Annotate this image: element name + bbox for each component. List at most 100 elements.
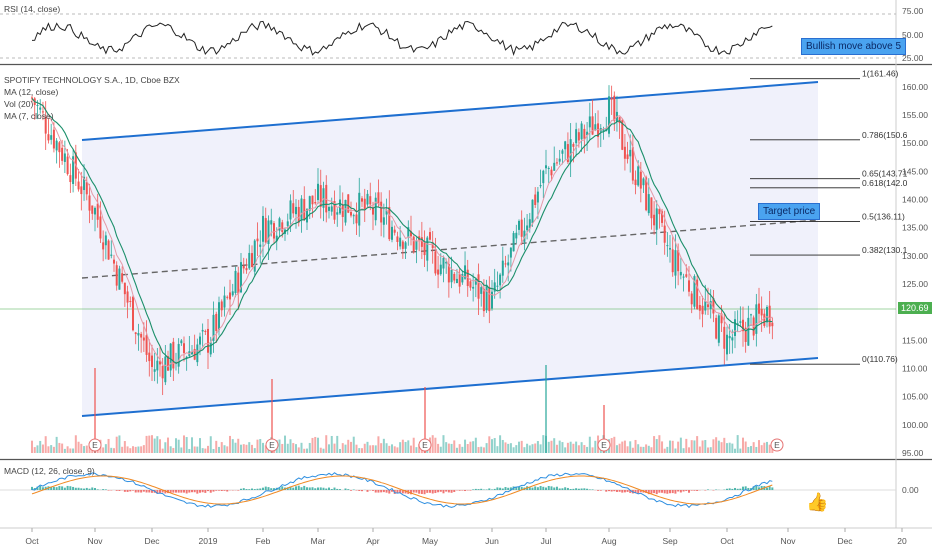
volume-bar xyxy=(188,448,191,453)
macd-hist-bar xyxy=(696,490,699,491)
volume-bar xyxy=(306,448,308,453)
volume-bar xyxy=(482,447,485,453)
channel-upper-line[interactable] xyxy=(81,81,819,141)
macd-hist-bar xyxy=(215,490,218,491)
candle-body xyxy=(431,242,434,249)
volume-bar xyxy=(474,437,477,453)
time-axis[interactable]: Oct Nov Dec 2019 Feb Mar Apr May Jun Jul Aug Sep Oct… xyxy=(25,528,907,546)
macd-hist-bar xyxy=(88,488,91,490)
candle-body xyxy=(755,304,758,334)
macd-hist-bar xyxy=(322,487,325,490)
volume-spike xyxy=(424,387,426,453)
fib-level-label: 0.382(130.1 xyxy=(862,245,908,255)
candle-body xyxy=(720,313,723,324)
candle-body xyxy=(491,291,493,309)
macd-hist-bar xyxy=(685,490,688,491)
candle-body xyxy=(275,235,278,242)
channel-mid-line[interactable] xyxy=(81,219,819,279)
target-price-annotation[interactable]: Target price xyxy=(758,203,821,220)
volume-bar xyxy=(750,446,752,453)
macd-hist-bar xyxy=(374,490,377,493)
volume-bar xyxy=(418,444,421,453)
macd-hist-bar xyxy=(469,490,472,491)
ma12-legend[interactable]: MA (12, close) xyxy=(4,87,59,97)
rsi-tick-25: 25.00 xyxy=(902,53,924,63)
candle-body xyxy=(63,153,66,162)
macd-hist-bar xyxy=(658,490,661,493)
candle-body xyxy=(104,235,107,246)
macd-hist-bar xyxy=(418,490,421,494)
channel-lower-line[interactable] xyxy=(81,357,819,417)
bullish-annotation[interactable]: Bullish move above 5 xyxy=(801,38,907,55)
volume-bar xyxy=(278,439,281,453)
candle-body xyxy=(715,317,718,339)
volume-legend[interactable]: Vol (20) xyxy=(4,99,34,109)
volume-bar xyxy=(204,448,207,453)
macd-hist-bar xyxy=(586,488,589,490)
volume-bar xyxy=(172,447,175,453)
volume-bar xyxy=(126,446,129,453)
earnings-marker[interactable] xyxy=(770,438,784,452)
ma7-legend[interactable]: MA (7, close) xyxy=(4,111,54,121)
macd-hist-bar xyxy=(744,486,747,490)
volume-bar xyxy=(469,441,472,453)
volume-bar xyxy=(399,442,402,453)
candle-body xyxy=(52,129,55,149)
volume-bar xyxy=(720,442,723,453)
macd-tick-0: 0.00 xyxy=(902,485,919,495)
candle-body xyxy=(382,217,385,225)
candle-body xyxy=(461,274,464,283)
volume-bar xyxy=(196,446,199,453)
macd-hist-bar xyxy=(180,490,183,493)
candle-body xyxy=(515,232,518,239)
volume-bar xyxy=(626,446,629,453)
volume-bar xyxy=(145,435,148,453)
candle-body xyxy=(472,286,475,289)
x-tick-label: 2019 xyxy=(199,536,218,546)
macd-hist-bar xyxy=(347,489,350,490)
candle-body xyxy=(88,195,91,211)
volume-bar xyxy=(303,448,306,453)
candle-body xyxy=(350,211,352,216)
macd-hist-bar xyxy=(177,490,180,493)
volume-bar xyxy=(586,446,589,453)
macd-hist-bar xyxy=(156,490,159,494)
candle-body xyxy=(555,162,558,164)
x-tick-label: May xyxy=(422,536,439,546)
earnings-marker[interactable] xyxy=(597,438,611,452)
volume-bar xyxy=(663,448,666,453)
volume-bar xyxy=(363,443,366,453)
earnings-marker[interactable] xyxy=(88,438,102,452)
earnings-marker[interactable] xyxy=(265,438,279,452)
candle-body xyxy=(123,282,126,295)
macd-hist-bar xyxy=(499,487,502,490)
volume-bar xyxy=(267,448,270,453)
candle-body xyxy=(415,240,418,250)
candle-body xyxy=(164,356,167,383)
macd-hist-bar xyxy=(41,487,44,490)
candle-body xyxy=(161,365,164,379)
volume-bar xyxy=(555,444,558,453)
candle-body xyxy=(344,199,347,223)
symbol-legend[interactable]: SPOTIFY TECHNOLOGY S.A., 1D, Cboe BZX xyxy=(4,75,180,85)
macd-hist-bar xyxy=(588,489,591,490)
volume-bar xyxy=(341,443,344,453)
volume-bar xyxy=(752,442,755,453)
earnings-marker-label: E xyxy=(422,440,428,450)
volume-bar xyxy=(248,442,251,453)
price-tick-label: 115.00 xyxy=(902,335,928,345)
macd-hist-bar xyxy=(410,490,412,495)
macd-hist-bar xyxy=(183,490,185,493)
candle-body xyxy=(550,169,553,176)
candle-body xyxy=(742,319,744,332)
macd-legend-label[interactable]: MACD (12, 26, close, 9) xyxy=(4,466,95,476)
volume-bar xyxy=(352,436,355,453)
macd-hist-bar xyxy=(688,490,690,493)
volume-bar xyxy=(442,435,445,453)
volume-bar xyxy=(63,448,66,453)
candle-body xyxy=(621,120,624,150)
macd-hist-bar xyxy=(350,490,352,491)
earnings-marker[interactable] xyxy=(418,438,432,452)
candle-body xyxy=(204,330,207,332)
thumbs-up-icon[interactable]: 👍 xyxy=(806,492,829,512)
